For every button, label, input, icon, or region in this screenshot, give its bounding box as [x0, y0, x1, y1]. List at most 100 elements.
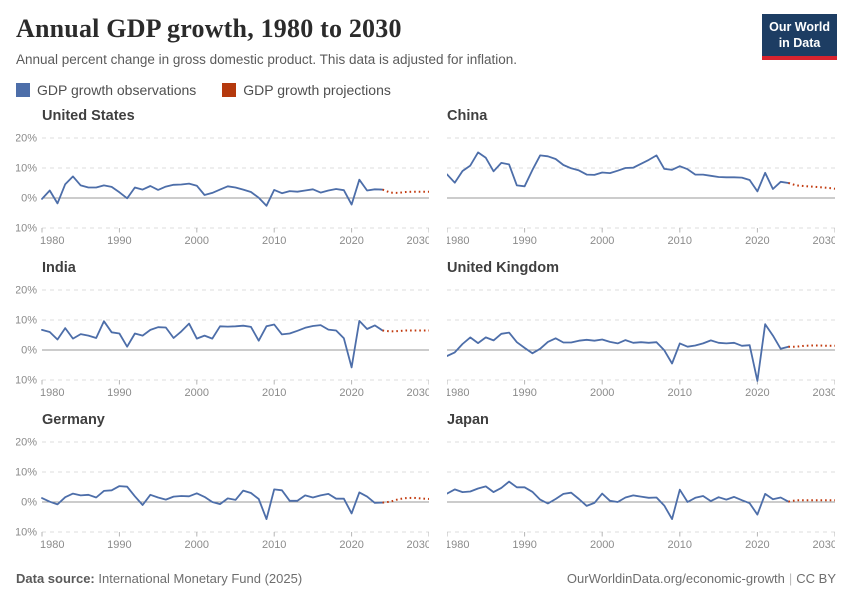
observations-line: [41, 320, 384, 369]
x-axis-label: 1980: [40, 387, 64, 399]
observations-swatch-icon: [16, 83, 30, 97]
x-axis-label: 2010: [668, 235, 692, 247]
x-axis-label: 1980: [447, 539, 469, 551]
chart-subtitle: Annual percent change in gross domestic …: [16, 52, 518, 67]
x-axis-label: 1990: [107, 387, 131, 399]
legend-projections-label: GDP growth projections: [243, 82, 391, 98]
x-axis-label: 2010: [668, 539, 692, 551]
y-axis-label: 0%: [21, 497, 37, 509]
x-axis-label: 2010: [262, 539, 286, 551]
x-axis-label: 2020: [339, 235, 363, 247]
chart-footer: Data source: International Monetary Fund…: [16, 571, 836, 586]
y-axis-label: 20%: [16, 285, 37, 297]
license-link[interactable]: CC BY: [796, 571, 836, 586]
x-axis-label: 2000: [590, 235, 614, 247]
y-axis-label: 0%: [21, 193, 37, 205]
x-axis-label: 2000: [590, 387, 614, 399]
chart-plot: 1980 1990 2000 2010 2020 2030: [447, 441, 835, 551]
chart-legend: GDP growth observations GDP growth proje…: [16, 82, 391, 98]
chart-panel-title: Japan: [447, 412, 489, 428]
chart-panel-india: India 20%10%0%-10%1980199020002010202020…: [16, 260, 431, 400]
owid-logo[interactable]: Our World in Data: [762, 14, 837, 61]
chart-panel-title: United Kingdom: [447, 260, 559, 276]
x-axis-label: 2010: [262, 235, 286, 247]
observations-line: [447, 480, 790, 520]
x-axis-label: 1980: [40, 539, 64, 551]
x-axis-label: 1980: [447, 387, 469, 399]
data-source-text: International Monetary Fund (2025): [94, 571, 303, 586]
y-axis-label: -10%: [16, 375, 37, 387]
projections-line: [788, 344, 835, 348]
chart-plot: 20% 10% 0% -10%1980 1990 2000 2010 2020 2030: [16, 285, 429, 399]
footer-links: OurWorldinData.org/economic-growth | CC BY: [567, 571, 836, 586]
projections-swatch-icon: [222, 83, 237, 97]
x-axis-label: 1990: [512, 539, 536, 551]
observations-line: [41, 175, 384, 207]
y-axis-label: -10%: [16, 527, 37, 539]
x-axis-label: 2010: [262, 387, 286, 399]
x-axis-label: 2000: [185, 387, 209, 399]
x-axis-label: 2030: [813, 539, 835, 551]
legend-item-projections: GDP growth projections: [222, 82, 391, 98]
x-axis-label: 1990: [107, 539, 131, 551]
owid-logo-line2: in Data: [778, 35, 821, 50]
chart-panel-germany: Germany 20% 10% 0% -10%1980 1990 2000 2010 2020…: [16, 412, 431, 552]
x-axis-label: 2020: [339, 539, 363, 551]
chart-plot: 20% 10% 0% -10%1980 1990 2000 2010 2020 2030: [16, 133, 429, 247]
chart-plot: 1980 1990 2000 2010 2020 2030: [447, 137, 835, 247]
x-axis-label: 1990: [107, 235, 131, 247]
projections-line: [382, 188, 429, 194]
y-axis-label: 10%: [16, 467, 37, 479]
y-axis-label: 20%: [16, 133, 37, 145]
chart-panel-title: India: [42, 260, 76, 276]
chart-plot: 1980 1990 2000 2010 2020 2030: [447, 289, 835, 399]
x-axis-label: 2030: [407, 387, 429, 399]
x-axis-label: 2020: [745, 539, 769, 551]
observations-line: [447, 151, 790, 193]
data-source-note: Data source: International Monetary Fund…: [16, 571, 302, 586]
x-axis-label: 2010: [668, 387, 692, 399]
projections-line: [382, 329, 429, 333]
small-multiples-grid: United States 20%10%0%-10%19801990200020…: [16, 108, 835, 552]
chart-header: Annual GDP growth, 1980 to 2030 Annual p…: [16, 14, 750, 67]
chart-panel-united-states: United States 20%10%0%-10%19801990200020…: [16, 108, 431, 248]
x-axis-label: 1980: [447, 235, 469, 247]
owid-url-link[interactable]: OurWorldinData.org/economic-growth: [566, 571, 785, 586]
projections-line: [788, 499, 835, 503]
y-axis-label: 0%: [21, 345, 37, 357]
chart-panel-title: Germany: [42, 412, 105, 428]
y-axis-label: 20%: [16, 437, 37, 449]
x-axis-label: 2030: [813, 235, 835, 247]
y-axis-label: 10%: [16, 315, 37, 327]
observations-line: [447, 323, 790, 382]
y-axis-label: -10%: [16, 223, 37, 235]
owid-logo-line1: Our World: [769, 20, 830, 34]
observations-line: [41, 485, 384, 520]
x-axis-label: 2030: [407, 539, 429, 551]
x-axis-label: 2020: [745, 387, 769, 399]
data-source-label: Data source:: [16, 571, 95, 586]
x-axis-label: 2020: [339, 387, 363, 399]
x-axis-label: 2000: [185, 235, 209, 247]
x-axis-label: 2020: [745, 235, 769, 247]
legend-observations-label: GDP growth observations: [37, 82, 197, 98]
footer-separator: |: [788, 571, 793, 586]
x-axis-label: 2030: [813, 387, 835, 399]
x-axis-label: 1990: [512, 235, 536, 247]
x-axis-label: 1990: [512, 387, 536, 399]
chart-panel-title: United States: [42, 108, 135, 124]
chart-panel-japan: Japan 1980 1990 2000 2010 2020 2030: [447, 412, 835, 552]
legend-item-observations: GDP growth observations: [16, 82, 196, 98]
chart-panel-united-kingdom: United Kingdom 1980 1990 2000 2010 2020 2030: [447, 260, 835, 400]
chart-panel-china: China 1980 1990 2000 2010 2020 2030: [447, 108, 835, 248]
y-axis-label: 10%: [16, 163, 37, 175]
projections-line: [382, 496, 429, 504]
projections-line: [788, 182, 835, 190]
x-axis-label: 2000: [185, 539, 209, 551]
x-axis-label: 2000: [590, 539, 614, 551]
x-axis-label: 2030: [407, 235, 429, 247]
x-axis-label: 1980: [40, 235, 64, 247]
chart-main-title: Annual GDP growth, 1980 to 2030: [16, 14, 402, 43]
chart-panel-title: China: [447, 108, 488, 124]
